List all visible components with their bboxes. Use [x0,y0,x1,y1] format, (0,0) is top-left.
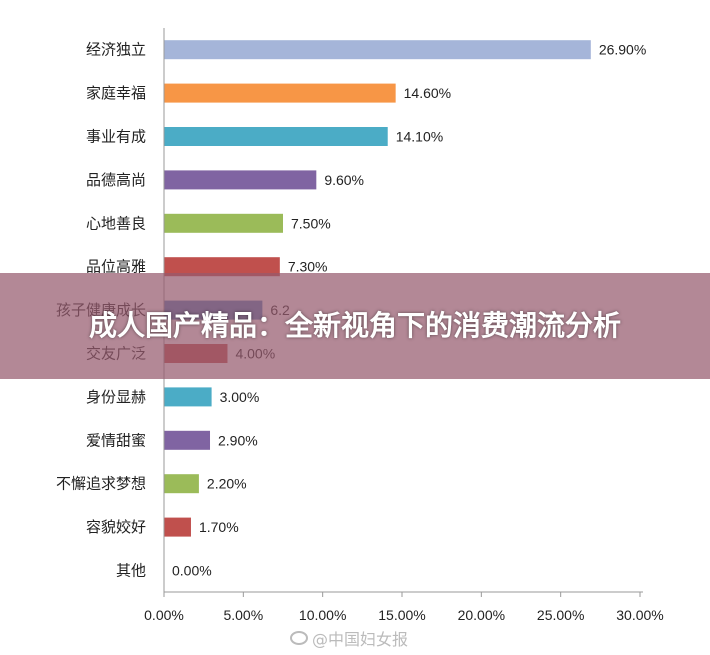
category-label: 品德高尚 [86,171,146,189]
category-label: 容貌姣好 [86,518,146,536]
category-label: 不懈追求梦想 [56,475,146,493]
x-tick-label: 30.00% [616,607,663,623]
value-label: 0.00% [172,563,212,579]
value-label: 14.60% [404,85,451,101]
x-tick-label: 15.00% [378,607,425,623]
overlay-title: 成人国产精品：全新视角下的消费潮流分析 [88,309,621,342]
category-label: 身份显赫 [86,388,146,406]
watermark: @中国妇女报 [290,626,408,650]
value-label: 2.90% [218,432,258,448]
x-tick-label: 20.00% [458,607,505,623]
bar-3 [164,170,317,190]
bar-4 [164,213,283,233]
bar-0 [164,40,591,60]
value-label: 26.90% [599,42,646,58]
bar-10 [164,474,199,494]
value-label: 7.30% [288,259,328,275]
value-label: 2.20% [207,476,247,492]
x-tick-label: 0.00% [144,607,184,623]
x-tick-label: 5.00% [223,607,263,623]
category-label: 事业有成 [86,128,146,146]
bar-1 [164,83,396,103]
value-label: 1.70% [199,519,239,535]
bar-2 [164,127,388,146]
bar-5 [164,257,280,277]
value-label: 7.50% [291,215,331,231]
x-ticks-group: 0.00% 5.00% 10.00% 15.00% 20.00% 25.00% 30.00% [144,592,664,623]
category-label: 经济独立 [86,41,146,59]
bar-9 [164,430,211,450]
weibo-icon [290,631,308,645]
watermark-text: @中国妇女报 [312,630,409,649]
bar-8 [164,387,212,407]
category-label: 爱情甜蜜 [86,431,146,449]
value-label: 14.10% [396,129,443,145]
bar-11 [164,517,191,537]
category-label: 心地善良 [86,214,146,232]
category-label: 家庭幸福 [86,84,146,102]
x-tick-label: 10.00% [299,607,346,623]
title-overlay-banner: 成人国产精品：全新视角下的消费潮流分析 [0,273,710,379]
category-label: 品位高雅 [86,258,146,276]
value-label: 9.60% [324,172,364,188]
category-label: 其他 [116,562,146,580]
x-tick-label: 25.00% [537,607,584,623]
value-label: 3.00% [220,389,260,405]
